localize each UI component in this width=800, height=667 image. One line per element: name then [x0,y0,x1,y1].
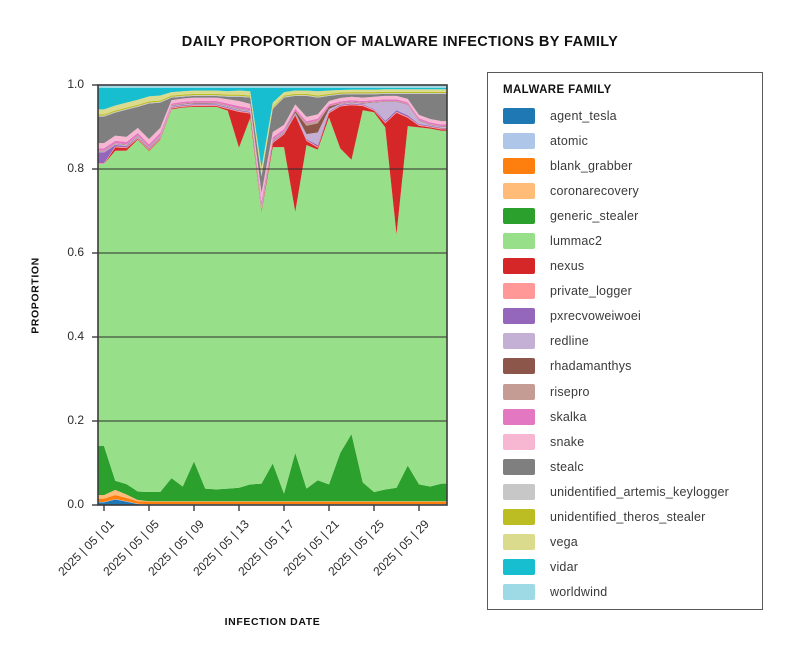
legend-swatch-icon [503,458,535,475]
x-tick-label: 2025 | 05 | 29 [370,517,432,579]
legend-swatch-icon [503,383,535,400]
legend-item-skalka: skalka [503,404,762,429]
legend-item-redline: redline [503,329,762,354]
legend-item-nexus: nexus [503,254,762,279]
legend-label: unidentified_theros_stealer [550,510,706,525]
legend-item-unidentified_artemis_keylogger: unidentified_artemis_keylogger [503,479,762,504]
legend-label: blank_grabber [550,158,633,173]
area-unidentified_theros_stealer [98,91,447,176]
legend-label: skalka [550,409,587,424]
legend-item-rhadamanthys: rhadamanthys [503,354,762,379]
legend-label: vidar [550,560,579,575]
legend-item-blank_grabber: blank_grabber [503,153,762,178]
area-lummac2 [98,106,447,494]
x-tick-label: 2025 | 05 | 13 [190,517,252,579]
legend-item-snake: snake [503,429,762,454]
x-tick-label: 2025 | 05 | 21 [280,517,342,579]
area-blank_grabber [98,494,447,505]
legend-swatch-icon [503,509,535,526]
legend-swatch-icon [503,333,535,350]
legend-label: lummac2 [550,234,603,249]
legend-item-vega: vega [503,530,762,555]
legend-label: worldwind [550,585,608,600]
legend-item-agent_tesla: agent_tesla [503,103,762,128]
legend-item-lummac2: lummac2 [503,228,762,253]
legend-swatch-icon [503,157,535,174]
legend-item-coronarecovery: coronarecovery [503,178,762,203]
legend-swatch-icon [503,233,535,250]
area-skalka [98,99,447,207]
legend-swatch-icon [503,308,535,325]
area-vidar [98,87,447,168]
legend-label: rhadamanthys [550,359,632,374]
y-tick-label: 0.4 [67,329,84,343]
legend-label: generic_stealer [550,208,639,223]
legend-swatch-icon [503,584,535,601]
legend-label: stealc [550,459,584,474]
legend-item-worldwind: worldwind [503,580,762,605]
legend-swatch-icon [503,207,535,224]
legend-label: pxrecvoweiwoei [550,309,642,324]
legend-item-vidar: vidar [503,555,762,580]
legend-item-private_logger: private_logger [503,279,762,304]
legend-label: nexus [550,259,585,274]
legend-title: MALWARE FAMILY [503,84,612,96]
legend-swatch-icon [503,559,535,576]
x-tick-label: 2025 | 05 | 25 [325,517,387,579]
legend-swatch-icon [503,534,535,551]
area-generic_stealer [98,434,447,502]
chart-title: DAILY PROPORTION OF MALWARE INFECTIONS B… [181,34,619,50]
area-redline [98,101,447,209]
legend-swatch-icon [503,358,535,375]
legend-item-stealc: stealc [503,454,762,479]
y-tick-label: 0.8 [67,161,84,175]
x-tick-label: 2025 | 05 | 09 [145,517,207,579]
y-tick-label: 0.0 [67,497,84,511]
legend-swatch-icon [503,107,535,124]
y-tick-label: 1.0 [67,77,84,91]
legend-item-unidentified_theros_stealer: unidentified_theros_stealer [503,505,762,530]
y-axis-title: PROPORTION [29,257,42,334]
legend-swatch-icon [503,283,535,300]
area-unidentified_artemis_keylogger [98,92,447,177]
legend-label: vega [550,535,578,550]
legend-item-risepro: risepro [503,379,762,404]
legend-label: risepro [550,384,590,399]
legend-label: redline [550,334,589,349]
area-vega [98,89,447,175]
x-axis-title: INFECTION DATE [224,616,321,628]
y-tick-label: 0.6 [67,245,84,259]
legend-item-atomic: atomic [503,128,762,153]
plot-frame [97,84,448,506]
legend-label: snake [550,434,585,449]
area-snake [98,95,447,202]
legend-swatch-icon [503,132,535,149]
area-stealc [98,93,447,193]
x-tick-label: 2025 | 05 | 01 [55,517,117,579]
legend-label: unidentified_artemis_keylogger [550,484,730,499]
legend-label: coronarecovery [550,183,639,198]
x-tick-label: 2025 | 05 | 05 [100,517,162,579]
legend-label: agent_tesla [550,108,617,123]
legend-swatch-icon [503,408,535,425]
legend-label: atomic [550,133,589,148]
stacked-area-plot [92,84,448,511]
legend-swatch-icon [503,182,535,199]
legend-label: private_logger [550,284,633,299]
legend-swatch-icon [503,483,535,500]
legend-item-generic_stealer: generic_stealer [503,203,762,228]
legend-swatch-icon [503,433,535,450]
legend-swatch-icon [503,258,535,275]
x-tick-label: 2025 | 05 | 17 [235,517,297,579]
y-tick-label: 0.2 [67,413,84,427]
legend-item-pxrecvoweiwoei: pxrecvoweiwoei [503,304,762,329]
